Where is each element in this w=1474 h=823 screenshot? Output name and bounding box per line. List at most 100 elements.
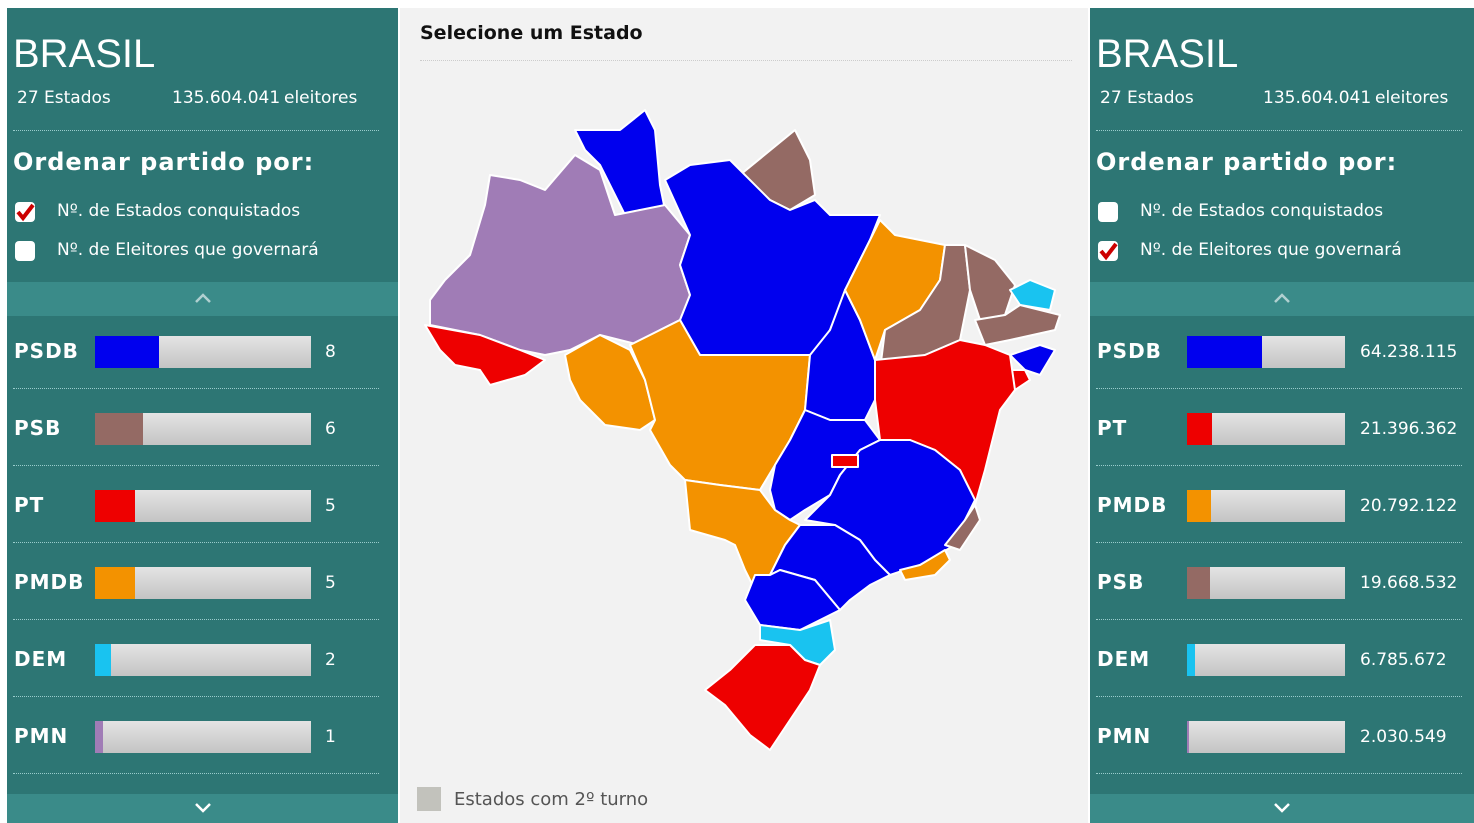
state[interactable] xyxy=(424,324,546,386)
bar xyxy=(95,490,135,522)
sort-option[interactable]: Nº. de Eleitores que governará xyxy=(1140,240,1402,260)
party-name: PSDB xyxy=(1097,339,1162,363)
party-name: PMDB xyxy=(1097,493,1168,517)
state[interactable] xyxy=(744,569,841,631)
divider xyxy=(1096,542,1462,543)
party-value: 20.792.122 xyxy=(1360,496,1458,516)
state[interactable] xyxy=(629,319,811,491)
party-name: PMN xyxy=(14,724,69,748)
divider xyxy=(1096,465,1462,466)
voters-unit: eleitores xyxy=(1375,88,1449,108)
divider xyxy=(1096,388,1462,389)
checkbox[interactable] xyxy=(1098,241,1118,261)
divider xyxy=(1096,619,1462,620)
bar-track xyxy=(1187,644,1345,676)
scroll-down[interactable] xyxy=(7,794,398,823)
state[interactable] xyxy=(944,504,981,551)
sort-heading: Ordenar partido por: xyxy=(1096,148,1398,176)
left-panel: BRASIL 27 Estados 135.604.041 eleitores Orde… xyxy=(7,8,398,823)
scroll-down[interactable] xyxy=(1090,794,1474,823)
states-count: 27 Estados xyxy=(1100,88,1194,108)
scroll-up[interactable] xyxy=(7,282,398,316)
bar-track xyxy=(95,490,311,522)
party-name: PT xyxy=(14,493,45,517)
party-value: 5 xyxy=(325,496,336,516)
map-panel: Selecione um Estado Estados com 2º turno xyxy=(400,8,1088,823)
state[interactable] xyxy=(964,244,1016,321)
state[interactable] xyxy=(831,454,859,468)
divider xyxy=(13,465,379,466)
divider xyxy=(13,619,379,620)
bar-track xyxy=(1187,336,1345,368)
voters-count: 135.604.041 xyxy=(172,88,281,108)
divider xyxy=(13,542,379,543)
sort-option[interactable]: Nº. de Estados conquistados xyxy=(57,201,301,221)
scroll-up[interactable] xyxy=(1090,282,1474,316)
divider xyxy=(13,388,379,389)
divider xyxy=(1096,773,1462,774)
legend-swatch xyxy=(417,787,441,811)
bar-track xyxy=(95,413,311,445)
party-value: 21.396.362 xyxy=(1360,419,1458,439)
bar-track xyxy=(1187,490,1345,522)
bar xyxy=(95,336,159,368)
party-name: DEM xyxy=(1097,647,1151,671)
checkbox[interactable] xyxy=(1098,202,1118,222)
bar xyxy=(1187,567,1210,599)
map-title: Selecione um Estado xyxy=(420,22,643,44)
bar xyxy=(1187,336,1262,368)
bar xyxy=(1187,413,1212,445)
voters-unit: eleitores xyxy=(284,88,358,108)
sort-heading: Ordenar partido por: xyxy=(13,148,315,176)
divider xyxy=(13,696,379,697)
divider xyxy=(420,60,1072,61)
voters-count: 135.604.041 xyxy=(1263,88,1372,108)
party-name: PSDB xyxy=(14,339,79,363)
divider xyxy=(1096,696,1462,697)
brazil-map xyxy=(424,109,1061,751)
panel-title: BRASIL xyxy=(13,32,156,76)
party-value: 19.668.532 xyxy=(1360,573,1458,593)
state[interactable] xyxy=(704,644,821,751)
right-panel: BRASIL 27 Estados 135.604.041 eleitores Orde… xyxy=(1090,8,1474,823)
divider xyxy=(13,130,379,131)
party-value: 8 xyxy=(325,342,336,362)
party-name: PT xyxy=(1097,416,1128,440)
state[interactable] xyxy=(1009,344,1056,376)
state[interactable] xyxy=(564,334,656,431)
legend-label: Estados com 2º turno xyxy=(454,789,649,810)
bar xyxy=(1187,490,1212,522)
party-name: PMN xyxy=(1097,724,1152,748)
divider xyxy=(13,773,379,774)
party-name: PSB xyxy=(14,416,62,440)
sort-option[interactable]: Nº. de Estados conquistados xyxy=(1140,201,1384,221)
party-value: 6.785.672 xyxy=(1360,650,1447,670)
bar xyxy=(95,567,135,599)
checkbox[interactable] xyxy=(15,202,35,222)
bar-track xyxy=(1187,721,1345,753)
bar xyxy=(95,721,103,753)
party-value: 2 xyxy=(325,650,336,670)
state[interactable] xyxy=(899,549,951,581)
party-value: 64.238.115 xyxy=(1360,342,1458,362)
party-name: PSB xyxy=(1097,570,1145,594)
party-name: DEM xyxy=(14,647,68,671)
state[interactable] xyxy=(769,409,881,521)
party-value: 1 xyxy=(325,727,336,747)
bar-track xyxy=(95,336,311,368)
bar xyxy=(95,644,111,676)
state[interactable] xyxy=(1009,279,1056,311)
bar-track xyxy=(95,567,311,599)
panel-title: BRASIL xyxy=(1096,32,1239,76)
bar-track xyxy=(1187,413,1345,445)
states-count: 27 Estados xyxy=(17,88,111,108)
bar-track xyxy=(95,644,311,676)
bar xyxy=(1187,644,1195,676)
party-value: 5 xyxy=(325,573,336,593)
state[interactable] xyxy=(974,304,1061,346)
sort-option[interactable]: Nº. de Eleitores que governará xyxy=(57,240,319,260)
bar xyxy=(1187,721,1190,753)
checkbox[interactable] xyxy=(15,241,35,261)
party-name: PMDB xyxy=(14,570,85,594)
